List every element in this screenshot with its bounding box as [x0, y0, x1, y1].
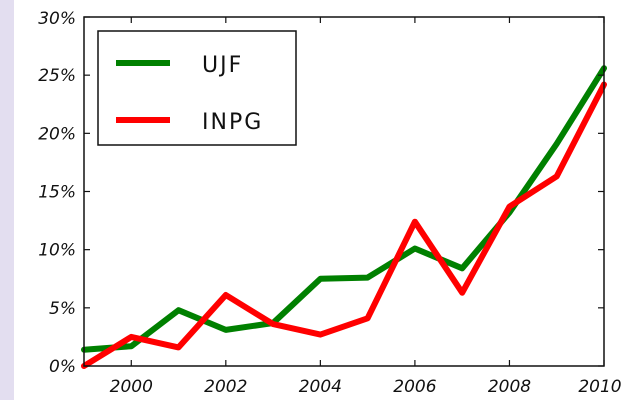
legend-box: [97, 30, 297, 146]
series-layer: [81, 65, 607, 369]
x-tick-label: 2010: [578, 377, 621, 397]
x-tick-label: 2004: [299, 377, 342, 397]
x-tick-label: 2000: [110, 377, 153, 397]
x-tick-label: 2008: [488, 377, 531, 397]
y-tick-label: 10%: [38, 241, 76, 261]
y-tick-label: 0%: [49, 357, 76, 377]
legend: UJF INPG: [97, 30, 297, 146]
y-tick-label: 20%: [38, 124, 76, 144]
y-tick-label: 30%: [38, 9, 76, 29]
y-tick-label: 5%: [49, 299, 76, 319]
tick-layer: 0% 5% 10% 15% 20% 25% 30% 2000 2002 2004 2006 2008 2…: [38, 9, 621, 397]
x-tick-label: 2002: [204, 377, 247, 397]
x-tick-label: 2006: [393, 377, 436, 397]
left-border-strip: [0, 0, 14, 400]
y-tick-label: 25%: [38, 66, 76, 86]
legend-label-ujf: UJF: [202, 53, 243, 78]
legend-label-inpg: INPG: [202, 110, 263, 135]
y-tick-label: 15%: [38, 183, 76, 203]
series-line-inpg: [81, 81, 607, 369]
